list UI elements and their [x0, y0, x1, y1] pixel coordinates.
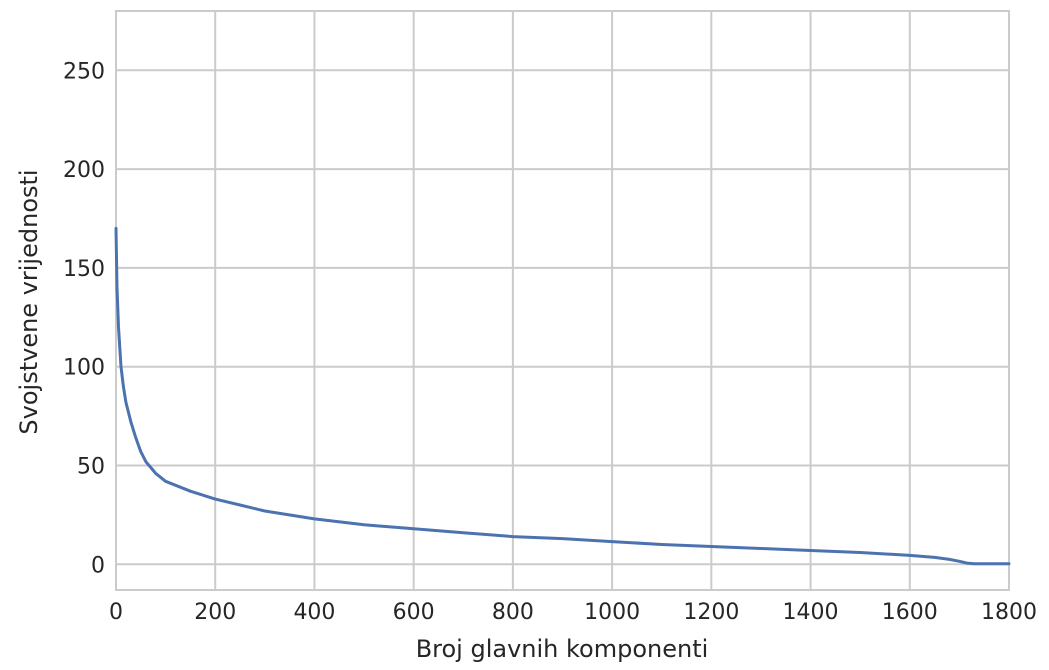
series-line — [114, 226, 1011, 566]
y-tick-label: 0 — [91, 553, 105, 578]
y-tick-label: 250 — [63, 59, 105, 84]
plot-frame — [115, 10, 1010, 591]
x-tick-label: 1400 — [783, 600, 839, 625]
x-axis-label: Broj glavnih komponenti — [416, 635, 709, 663]
x-tick-label: 400 — [293, 600, 335, 625]
x-tick-label: 200 — [194, 600, 236, 625]
y-tick-labels: 0 50 100 150 200 250 — [63, 59, 105, 578]
y-tick-label: 200 — [63, 158, 105, 183]
x-tick-labels: 0 200 400 600 800 1000 1200 1400 1600 1800 — [109, 600, 1037, 625]
x-tick-label: 600 — [393, 600, 435, 625]
x-tick-label: 1800 — [981, 600, 1037, 625]
series-layer — [114, 226, 1011, 566]
x-tick-label: 0 — [109, 600, 123, 625]
x-tick-label: 1000 — [584, 600, 640, 625]
x-tick-label: 800 — [492, 600, 534, 625]
y-tick-label: 100 — [63, 356, 105, 381]
x-tick-label: 1200 — [683, 600, 739, 625]
y-tick-label: 50 — [77, 455, 105, 480]
x-tick-label: 1600 — [882, 600, 938, 625]
y-axis-label: Svojstvene vrijednosti — [15, 169, 43, 434]
y-tick-label: 150 — [63, 257, 105, 282]
grid — [115, 11, 1010, 590]
